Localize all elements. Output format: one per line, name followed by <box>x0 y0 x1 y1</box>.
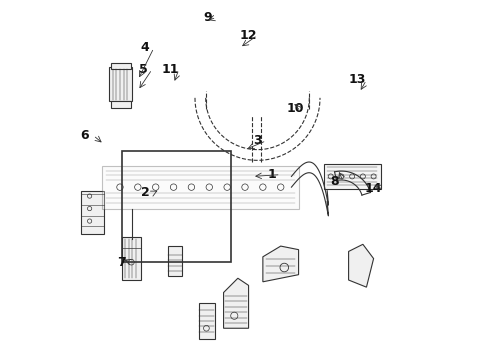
Text: 12: 12 <box>240 29 257 42</box>
Bar <box>168 246 182 276</box>
Text: 11: 11 <box>161 63 179 76</box>
Text: 2: 2 <box>141 186 149 199</box>
Bar <box>81 191 104 234</box>
Text: 8: 8 <box>330 175 339 188</box>
Bar <box>111 102 131 108</box>
Bar <box>122 152 231 262</box>
Text: 1: 1 <box>268 168 276 181</box>
Text: 3: 3 <box>253 134 262 147</box>
Text: 7: 7 <box>118 256 126 269</box>
Polygon shape <box>223 278 248 328</box>
Text: 14: 14 <box>365 183 382 195</box>
Bar <box>102 166 298 208</box>
Bar <box>122 237 142 280</box>
Text: 10: 10 <box>286 102 304 115</box>
Polygon shape <box>263 246 298 282</box>
Text: 4: 4 <box>141 41 149 54</box>
Bar <box>109 67 132 102</box>
Text: 9: 9 <box>203 11 212 24</box>
Polygon shape <box>348 244 373 287</box>
Bar <box>198 303 215 339</box>
Bar <box>323 164 381 189</box>
Text: 5: 5 <box>139 63 147 76</box>
Text: 6: 6 <box>80 129 89 142</box>
Bar <box>111 63 131 69</box>
Text: 13: 13 <box>349 73 366 86</box>
